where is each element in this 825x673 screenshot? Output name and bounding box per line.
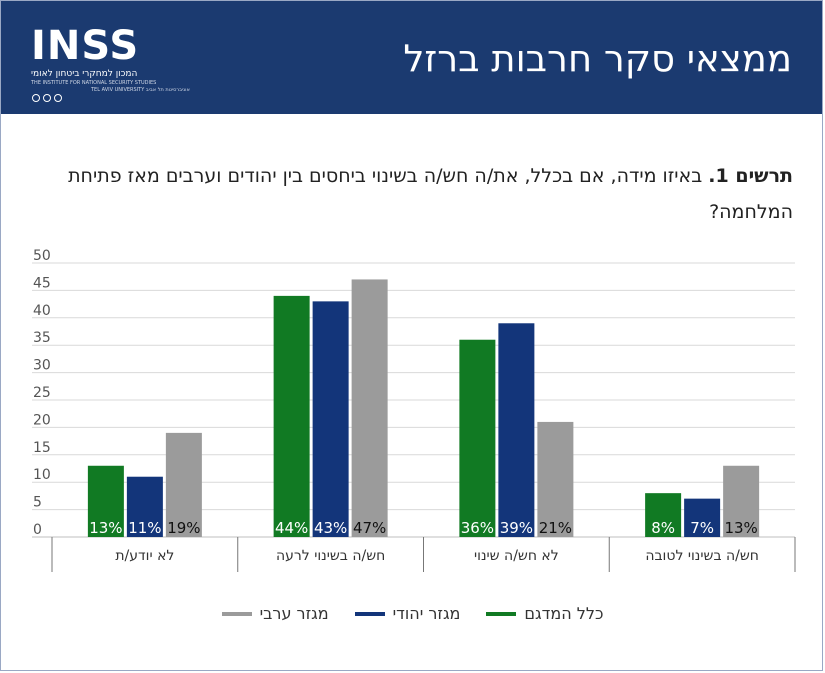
y-tick-label: 35 (33, 330, 51, 346)
y-tick-label: 30 (33, 358, 51, 374)
bar (312, 301, 349, 537)
bar (273, 295, 310, 537)
category-label: לא חש/ה שינוי (474, 548, 559, 564)
y-tick-label: 45 (33, 275, 51, 291)
legend-label: מגזר ערבי (259, 604, 329, 623)
question-text: באיזו מידה, אם בכלל, את/ה חש/ה בשינוי בי… (68, 165, 793, 223)
category-label: לא יודע/ת (115, 548, 174, 564)
bar (645, 493, 682, 537)
category-label: חש/ה בשינוי לטובה (645, 548, 759, 564)
bar (87, 465, 124, 537)
header-banner: INSS המכון למחקרי ביטחון לאומי THE INSTI… (1, 1, 822, 114)
logo-university: TEL AVIV UNIVERSITY אוניברסיטת תל אביב (91, 87, 190, 93)
data-label: 44% (275, 519, 308, 537)
y-tick-label: 50 (33, 248, 51, 264)
y-tick-label: 25 (33, 385, 51, 401)
logo-emblems-icon (32, 87, 65, 106)
y-tick-label: 15 (33, 440, 51, 456)
data-label: 7% (690, 519, 714, 537)
logo-wordmark: INSS (31, 23, 140, 69)
legend-swatch (354, 611, 385, 616)
legend-item: כלל המדגם (486, 604, 603, 623)
data-label: 39% (500, 519, 533, 537)
y-tick-label: 10 (33, 467, 51, 483)
bar (723, 465, 760, 537)
legend-label: כלל המדגם (524, 604, 604, 623)
data-label: 19% (167, 519, 200, 537)
logo-english-name: THE INSTITUTE FOR NATIONAL SECURITY STUD… (31, 80, 157, 86)
logo-hebrew-name: המכון למחקרי ביטחון לאומי (31, 69, 138, 79)
data-label: 13% (724, 519, 757, 537)
data-label: 8% (651, 519, 675, 537)
bar (684, 498, 721, 537)
data-label: 36% (461, 519, 494, 537)
data-label: 21% (539, 519, 572, 537)
bar (165, 432, 202, 537)
legend-item: מגזר יהודי (354, 604, 461, 623)
bar (459, 339, 496, 537)
bar (351, 279, 388, 537)
chart-question: תרשים 1. באיזו מידה, אם בכלל, את/ה חש/ה … (23, 158, 793, 230)
data-label: 11% (128, 519, 161, 537)
bar (537, 421, 574, 537)
y-tick-label: 5 (33, 495, 42, 511)
data-label: 43% (314, 519, 347, 537)
y-tick-label: 0 (33, 522, 42, 538)
y-tick-label: 20 (33, 412, 51, 428)
data-label: 47% (353, 519, 386, 537)
figure-number: תרשים 1. (708, 165, 793, 187)
bar (498, 323, 535, 537)
legend-swatch (221, 611, 252, 616)
y-tick-label: 40 (33, 303, 51, 319)
chart-legend: כלל המדגם מגזר יהודי מגזר ערבי (0, 604, 825, 623)
legend-swatch (486, 611, 517, 616)
bar (126, 476, 163, 537)
category-label: חש/ה בשינוי לרעה (276, 548, 385, 564)
data-label: 13% (89, 519, 122, 537)
inss-logo: INSS המכון למחקרי ביטחון לאומי THE INSTI… (29, 23, 190, 102)
legend-label: מגזר יהודי (392, 604, 461, 623)
legend-item: מגזר ערבי (221, 604, 329, 623)
page-title: ממצאי סקר חרבות ברזל (403, 37, 792, 80)
